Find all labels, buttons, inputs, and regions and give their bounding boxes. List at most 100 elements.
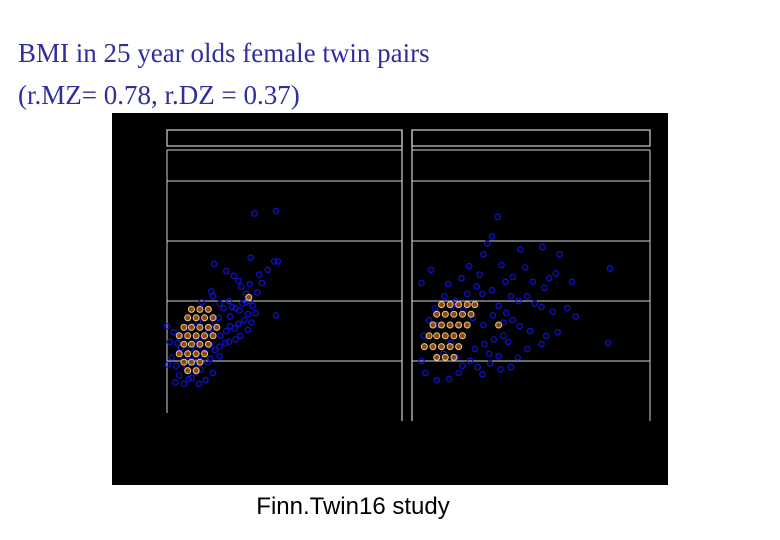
scatter-point-mz bbox=[217, 332, 224, 340]
dense-point-dz bbox=[420, 343, 428, 351]
scatter-point-dz bbox=[509, 273, 517, 281]
scatter-point-mz bbox=[235, 320, 242, 328]
scatter-point-dz bbox=[515, 297, 522, 305]
scatter-point-mz bbox=[270, 258, 278, 265]
scatter-point-dz bbox=[474, 363, 481, 371]
scatter-point-dz bbox=[507, 363, 515, 371]
scatter-point-mz bbox=[237, 283, 245, 290]
scatter-point-mz bbox=[253, 289, 261, 296]
scatter-point-dz bbox=[445, 375, 453, 383]
scatter-point-dz bbox=[504, 338, 512, 346]
scatter-point-mz bbox=[255, 271, 263, 278]
scatter-point-mz bbox=[174, 339, 181, 347]
scatter-point-dz bbox=[556, 250, 563, 258]
scatter-point-dz bbox=[509, 316, 517, 324]
dense-point-dz bbox=[458, 310, 466, 318]
scatter-point-mz bbox=[180, 380, 188, 388]
dense-point-mz bbox=[201, 350, 209, 358]
scatter-point-mz bbox=[173, 362, 180, 370]
scatter-point-dz bbox=[476, 271, 483, 278]
scatter-point-mz bbox=[222, 327, 230, 335]
scatter-point-dz bbox=[433, 376, 441, 384]
dense-point-mz bbox=[201, 332, 209, 340]
dense-point-dz bbox=[467, 310, 475, 318]
scatter-point-mz bbox=[232, 336, 239, 343]
scatter-point-dz bbox=[431, 304, 439, 312]
scatter-point-mz bbox=[272, 207, 280, 215]
scatter-point-mz bbox=[264, 266, 271, 274]
dense-point-mz bbox=[180, 323, 188, 331]
scatter-point-dz bbox=[479, 370, 486, 378]
scatter-point-dz bbox=[541, 284, 548, 292]
scatter-point-dz bbox=[444, 280, 452, 288]
dense-point-mz bbox=[184, 367, 192, 375]
dense-point-mz bbox=[175, 350, 183, 358]
scatter-point-dz bbox=[427, 266, 435, 274]
scatter-point-mz bbox=[240, 316, 248, 324]
scatter-point-dz bbox=[531, 300, 539, 307]
scatter-point-dz bbox=[606, 265, 614, 272]
dense-point-mz bbox=[184, 332, 192, 340]
scatter-point-dz bbox=[459, 362, 466, 370]
chart-background bbox=[112, 113, 668, 485]
dense-point-dz bbox=[438, 343, 446, 351]
scatter-point-dz bbox=[473, 283, 481, 290]
scatter-point-dz bbox=[479, 290, 486, 298]
scatter-point-dz bbox=[538, 303, 545, 311]
dense-point-dz bbox=[438, 321, 446, 329]
scatter-point-dz bbox=[498, 261, 505, 269]
dense-point-mz bbox=[204, 323, 212, 331]
scatter-point-mz bbox=[246, 280, 254, 288]
scatter-point-mz bbox=[209, 369, 217, 377]
scatter-point-mz bbox=[172, 379, 179, 386]
scatter-point-dz bbox=[483, 240, 491, 247]
dense-point-dz bbox=[446, 301, 454, 309]
scatter-point-mz bbox=[216, 300, 223, 307]
scatter-point-dz bbox=[497, 366, 504, 373]
scatter-point-mz bbox=[226, 313, 234, 320]
scatter-point-mz bbox=[230, 272, 238, 280]
dense-point-dz bbox=[450, 310, 458, 318]
panel-mz-gridlines bbox=[167, 180, 402, 362]
scatter-point-mz bbox=[247, 254, 254, 262]
scatter-point-dz bbox=[538, 340, 545, 348]
dense-point-mz bbox=[209, 332, 217, 340]
scatter-point-mz bbox=[274, 258, 282, 265]
scatter-point-mz bbox=[221, 339, 229, 347]
dense-point-dz bbox=[438, 301, 446, 309]
scatter-point-dz bbox=[516, 322, 523, 330]
dense-point-mz bbox=[184, 314, 192, 322]
scatter-point-dz bbox=[507, 292, 515, 300]
scatter-point-dz bbox=[490, 336, 498, 343]
scatter-point-mz bbox=[175, 372, 183, 379]
dense-point-mz bbox=[209, 314, 217, 322]
panel-dz bbox=[411, 129, 651, 421]
scatter-point-mz bbox=[168, 354, 176, 361]
scatter-point-dz bbox=[517, 246, 524, 253]
scatter-point-dz bbox=[422, 369, 429, 377]
dense-point-dz bbox=[495, 321, 503, 329]
scatter-point-mz bbox=[170, 328, 177, 336]
scatter-point-mz bbox=[216, 352, 223, 360]
scatter-point-dz bbox=[418, 279, 425, 287]
scatter-point-dz bbox=[604, 339, 612, 347]
scatter-point-dz bbox=[542, 332, 550, 340]
scatter-point-dz bbox=[486, 360, 494, 367]
scatter-point-dz bbox=[480, 321, 487, 329]
scatter-point-dz bbox=[523, 292, 531, 300]
dense-point-mz bbox=[196, 358, 204, 366]
scatter-point-dz bbox=[495, 302, 502, 310]
dense-point-mz bbox=[187, 305, 195, 313]
scatter-point-dz bbox=[471, 345, 479, 353]
dense-point-dz bbox=[433, 332, 441, 340]
scatter-point-dz bbox=[485, 350, 493, 358]
dense-point-dz bbox=[433, 353, 441, 361]
scatter-point-mz bbox=[225, 297, 233, 305]
scatter-point-mz bbox=[220, 304, 227, 312]
dense-point-mz bbox=[201, 314, 209, 322]
dense-point-mz bbox=[192, 350, 200, 358]
scatter-point-mz bbox=[236, 307, 243, 314]
scatter-point-mz bbox=[202, 376, 209, 384]
scatter-point-dz bbox=[495, 352, 502, 360]
scatter-point-dz bbox=[572, 313, 580, 320]
